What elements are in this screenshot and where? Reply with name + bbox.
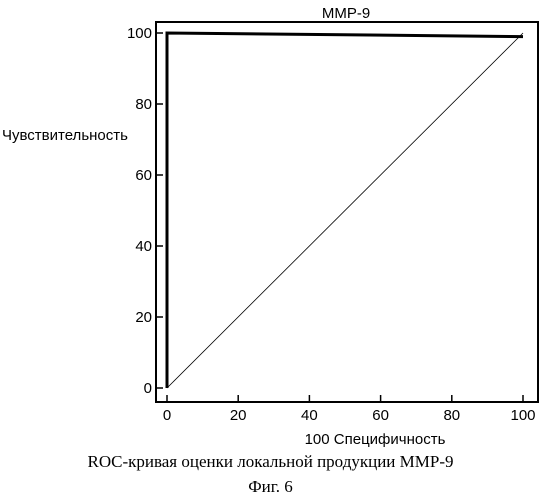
chart-title: MMP-9 [322, 5, 370, 22]
y-tick-label: 40 [135, 238, 152, 255]
plot-frame [156, 22, 538, 402]
x-tick-label: 60 [372, 407, 389, 424]
reference-diagonal-line [167, 33, 523, 388]
y-axis-label: Чувствительность [2, 127, 128, 144]
y-tick-label: 100 [127, 25, 152, 42]
figure-caption: ROC-кривая оценки локальной продукции MM… [0, 452, 541, 472]
y-tick-label: 80 [135, 96, 152, 113]
x-axis-label: 100 Специфичность [305, 431, 446, 448]
y-tick-label: 60 [135, 167, 152, 184]
x-tick-label: 40 [301, 407, 318, 424]
y-tick-label: 20 [135, 309, 152, 326]
x-tick-label: 80 [443, 407, 460, 424]
x-tick-label: 20 [230, 407, 247, 424]
figure-number: Фиг. 6 [0, 477, 541, 497]
x-tick-label: 0 [163, 407, 171, 424]
y-tick-label: 0 [144, 380, 152, 397]
roc-chart: MMP-9 Чувствительность 100 Специфичность… [0, 0, 541, 450]
x-tick-label: 100 [510, 407, 535, 424]
